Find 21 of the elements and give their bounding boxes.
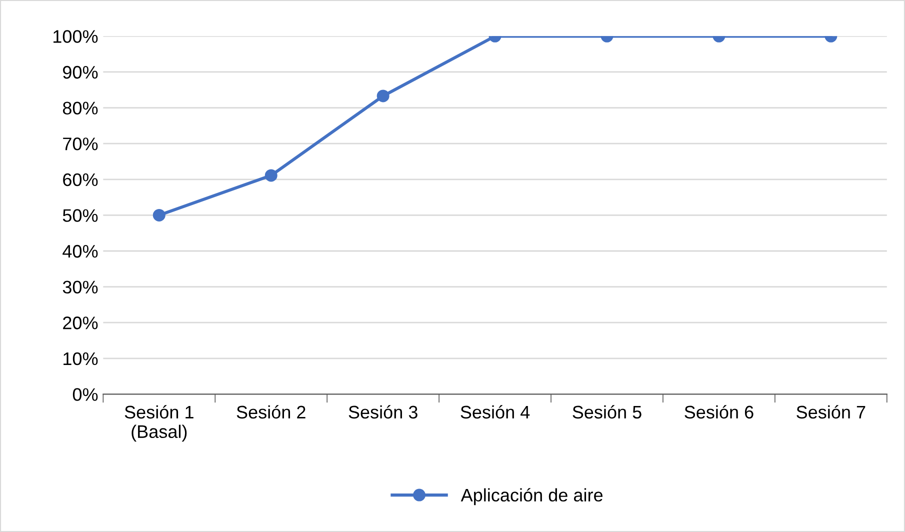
- y-tick-label: 90%: [63, 66, 98, 79]
- y-tick-label: 100%: [54, 30, 98, 43]
- point: [264, 169, 278, 182]
- y-tick-label: 70%: [63, 138, 98, 150]
- x-tick-label: Sesión 1 (Basal): [124, 405, 194, 442]
- y-tick-label: 60%: [63, 173, 98, 186]
- y-tick-label: 10%: [64, 352, 98, 366]
- x-tick-label: Sesión 3: [348, 405, 418, 419]
- y-tick-label: 20%: [63, 316, 98, 330]
- y-tick-label: 30%: [62, 280, 98, 294]
- x-tick-label: Sesión 2: [236, 405, 306, 419]
- x-tick-label: Sesión 7: [796, 405, 866, 419]
- point: [152, 208, 166, 222]
- x-tick-label: Sesión 5: [572, 405, 642, 419]
- y-tick-label: 80%: [62, 102, 98, 115]
- legend-label: Aplicación de aire: [460, 488, 603, 506]
- y-tick-label: 50%: [62, 209, 98, 222]
- y-tick-label: 0%: [72, 388, 98, 401]
- y-tick-label: 40%: [62, 244, 98, 258]
- x-tick-label: Sesión 4: [460, 405, 530, 419]
- x-tick-label: Sesión 6: [684, 405, 754, 419]
